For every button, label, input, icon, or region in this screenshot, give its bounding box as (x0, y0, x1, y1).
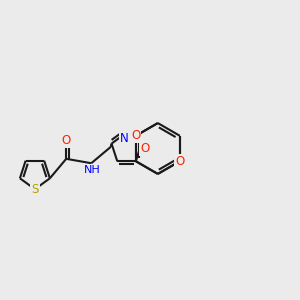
Text: NH: NH (84, 165, 101, 175)
Text: S: S (31, 183, 39, 196)
Text: O: O (140, 142, 149, 155)
Text: O: O (61, 134, 70, 147)
Text: N: N (120, 132, 129, 145)
Text: O: O (175, 155, 184, 168)
Text: O: O (131, 129, 140, 142)
